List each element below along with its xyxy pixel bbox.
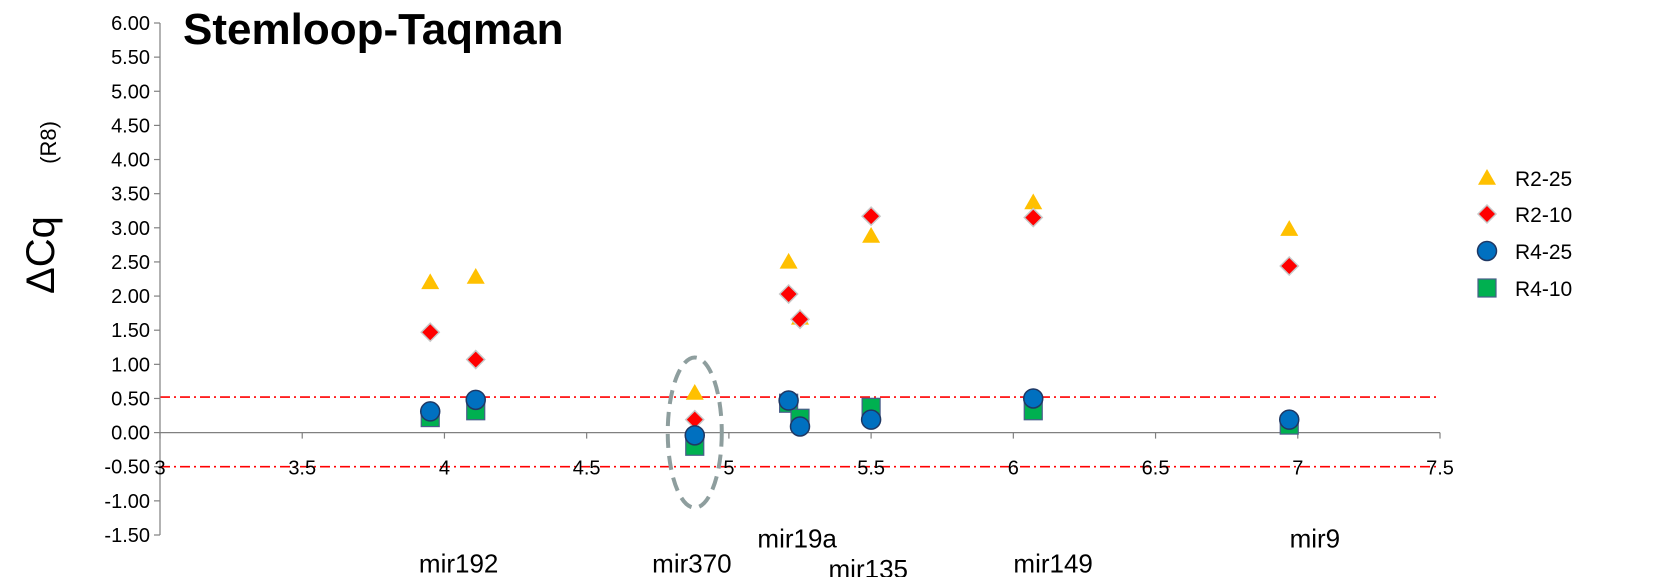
y-axis-label: ΔCq: [19, 216, 63, 294]
highlight-ellipse-group: [665, 355, 724, 510]
y-tick-label: 2.50: [111, 252, 150, 274]
y-tick-label: 4.50: [111, 115, 150, 137]
point-r2-10: [420, 322, 441, 343]
y-tick-label: 1.50: [111, 320, 150, 342]
legend-marker-r4-25: [1476, 240, 1498, 262]
y-tick-label: 5.50: [111, 47, 150, 69]
y-tick-label: 4.00: [111, 150, 150, 172]
y-axis-label-group: ΔCq (R8): [19, 121, 63, 294]
point-r2-25: [685, 384, 704, 400]
point-r4-25: [778, 390, 799, 411]
reference-lines: [160, 396, 1440, 468]
category-label-mir19a: mir19a: [757, 523, 837, 553]
legend-label-r4-25: R4-25: [1515, 241, 1572, 264]
category-label-mir9: mir9: [1290, 523, 1341, 553]
legend-label-r4-10: R4-10: [1515, 278, 1572, 301]
point-r4-25: [1022, 388, 1044, 409]
x-tick-labels: 3 3.5 4 4.5 5 5.5 6 6.5 7 7.5: [154, 458, 1453, 480]
point-r2-25: [779, 252, 798, 269]
point-r2-10: [778, 283, 799, 305]
y-tick-label: 2.00: [111, 286, 150, 308]
legend-marker-r2-10: [1476, 203, 1498, 225]
category-label-mir149: mir149: [1013, 549, 1092, 577]
y-tick-label: -1.00: [104, 491, 150, 513]
y-tick-label: 5.00: [111, 81, 150, 103]
y-tick-label: -0.50: [104, 457, 150, 479]
legend-label-r2-25: R2-25: [1515, 168, 1572, 191]
y-axis-label-subscript: (R8): [36, 121, 61, 164]
axes: [154, 22, 1441, 536]
x-tick-label: 3: [154, 458, 165, 480]
legend-label-r2-10: R2-10: [1515, 204, 1572, 227]
chart-title: Stemloop-Taqman: [183, 5, 564, 54]
x-tick-label: 6: [1008, 458, 1019, 480]
y-tick-label: 3.50: [111, 184, 150, 206]
point-r4-25: [789, 416, 811, 437]
point-r2-25: [862, 226, 881, 243]
highlight-ellipse: [665, 355, 724, 510]
y-tick-labels: 6.00 5.50 5.00 4.50 4.00 3.50 3.00 2.50 2.00 1.50…: [104, 13, 150, 547]
point-r2-10: [1279, 255, 1300, 277]
x-tick-label: 7.5: [1426, 458, 1454, 480]
x-tick-label: 4: [439, 458, 450, 480]
point-r2-10: [861, 206, 882, 227]
x-tick-label: 6.5: [1142, 458, 1170, 480]
x-tick-label: 5: [723, 458, 734, 480]
point-r4-25: [860, 409, 882, 430]
point-r4-25: [1278, 409, 1300, 430]
x-tick-label: 4.5: [573, 458, 601, 480]
legend-marker-r4-10: [1477, 278, 1497, 298]
category-label-mir135: mir135: [829, 554, 908, 577]
point-r2-10: [465, 349, 486, 370]
point-r2-10: [789, 309, 811, 330]
point-r4-25: [419, 401, 441, 422]
point-r4-25: [684, 425, 706, 446]
y-tick-label: 0.00: [111, 423, 150, 445]
data-points: [419, 193, 1300, 456]
legend: R2-25 R2-10 R4-25 R4-10: [1476, 168, 1572, 301]
x-tick-label: 3.5: [288, 458, 316, 480]
point-r2-25: [1024, 193, 1043, 210]
point-r2-25: [1280, 220, 1299, 236]
y-tick-label: 3.00: [111, 218, 150, 240]
category-label-mir192: mir192: [419, 549, 498, 577]
x-tick-label: 5.5: [857, 458, 885, 480]
point-r2-25: [466, 267, 485, 284]
point-r2-10: [1023, 207, 1044, 228]
x-tick-label: 7: [1292, 458, 1303, 480]
legend-marker-r2-25: [1478, 169, 1496, 185]
point-r4-25: [465, 389, 486, 411]
y-tick-label: 0.50: [111, 388, 150, 410]
y-tick-label: 1.00: [111, 354, 150, 376]
point-r2-25: [421, 273, 440, 290]
category-label-mir370: mir370: [652, 549, 731, 577]
y-tick-label: -1.50: [104, 525, 150, 547]
y-tick-label: 6.00: [111, 13, 150, 35]
